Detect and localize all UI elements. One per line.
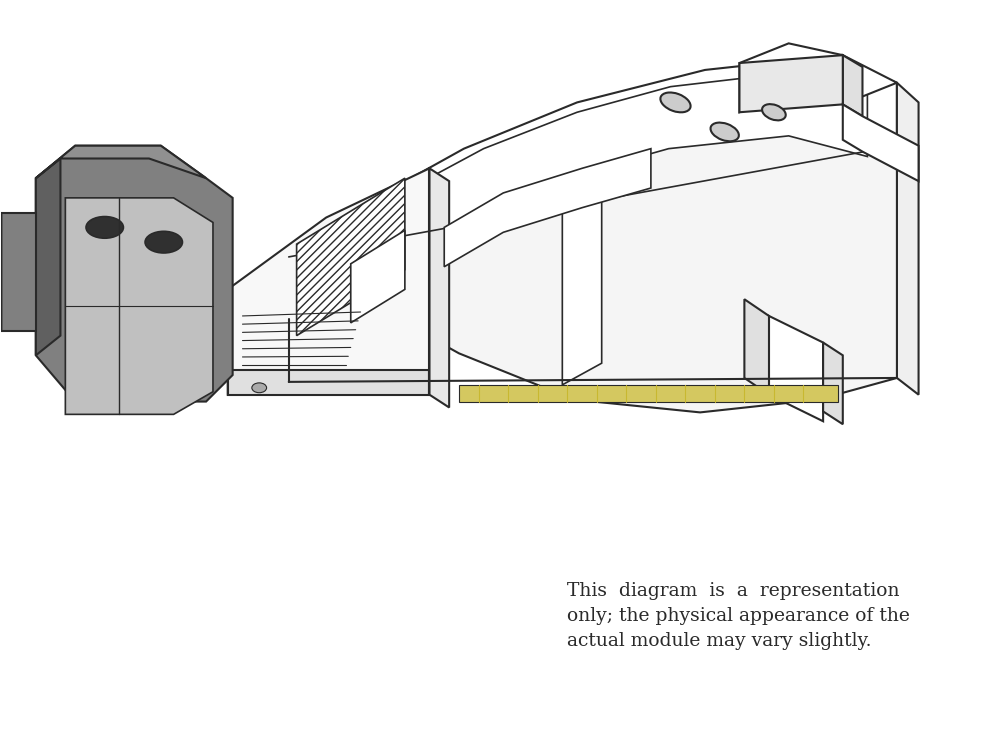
Ellipse shape (660, 92, 691, 112)
Polygon shape (36, 158, 60, 356)
Polygon shape (843, 56, 862, 116)
Ellipse shape (762, 104, 786, 120)
Polygon shape (897, 82, 919, 394)
Polygon shape (36, 146, 233, 401)
Polygon shape (289, 57, 897, 319)
Polygon shape (429, 168, 449, 407)
Polygon shape (562, 171, 602, 385)
Polygon shape (228, 370, 429, 394)
Polygon shape (351, 230, 405, 322)
Polygon shape (459, 385, 838, 401)
Polygon shape (36, 146, 206, 178)
Text: This  diagram  is  a  representation
only; the physical appearance of the
actual: This diagram is a representation only; t… (567, 582, 910, 650)
Ellipse shape (145, 231, 182, 253)
Polygon shape (739, 56, 843, 112)
Polygon shape (823, 343, 843, 424)
Polygon shape (769, 316, 823, 422)
Polygon shape (1, 212, 36, 331)
Ellipse shape (86, 217, 123, 238)
Polygon shape (0, 212, 1, 331)
Polygon shape (228, 168, 429, 394)
Ellipse shape (252, 382, 267, 393)
Polygon shape (297, 178, 405, 336)
Polygon shape (444, 148, 651, 267)
Polygon shape (739, 44, 897, 112)
Polygon shape (289, 121, 897, 412)
Polygon shape (324, 73, 867, 306)
Ellipse shape (711, 122, 739, 141)
Polygon shape (65, 198, 213, 414)
Polygon shape (843, 104, 919, 182)
Polygon shape (744, 299, 769, 394)
